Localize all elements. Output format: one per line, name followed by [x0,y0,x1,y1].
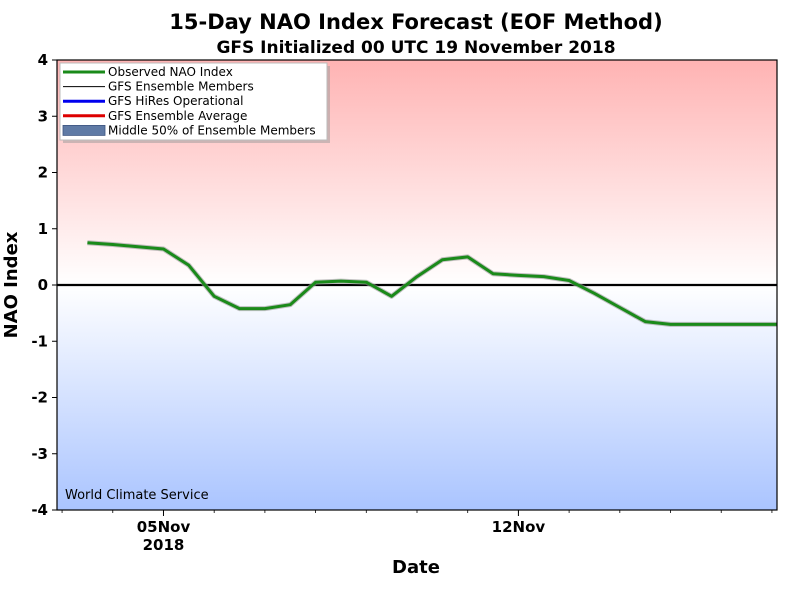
y-tick-label: 1 [38,220,48,238]
legend-label: GFS HiRes Operational [108,94,243,108]
y-tick-label: -1 [31,332,48,350]
legend-label: Middle 50% of Ensemble Members [108,123,316,137]
credit-text: World Climate Service [65,488,209,503]
x-tick-sublabel: 2018 [143,536,185,554]
observed-line [87,241,777,326]
y-tick-label: 0 [38,276,48,294]
legend-label: Observed NAO Index [108,65,233,79]
y-tick-label: -3 [31,445,48,463]
legend-label: GFS Ensemble Members [108,80,254,94]
legend-swatch-band [62,125,106,136]
plot-area [57,240,777,327]
y-axis-label: NAO Index [1,231,22,338]
x-axis-label: Date [392,557,440,578]
y-tick-label: 3 [38,107,48,125]
axes: 43210-1-2-3-405Nov201812Nov19Nov26Nov03D… [31,51,773,554]
chart-title: 15-Day NAO Index Forecast (EOF Method) [169,10,662,34]
legend-label: GFS Ensemble Average [108,109,247,123]
chart-subtitle: GFS Initialized 00 UTC 19 November 2018 [216,38,615,58]
y-tick-label: -4 [31,501,48,519]
y-tick-label: 4 [38,51,48,69]
y-tick-label: -2 [31,389,48,407]
x-tick-label: 12Nov [492,518,546,536]
x-tick-label: 05Nov [137,518,191,536]
y-tick-label: 2 [38,164,48,182]
